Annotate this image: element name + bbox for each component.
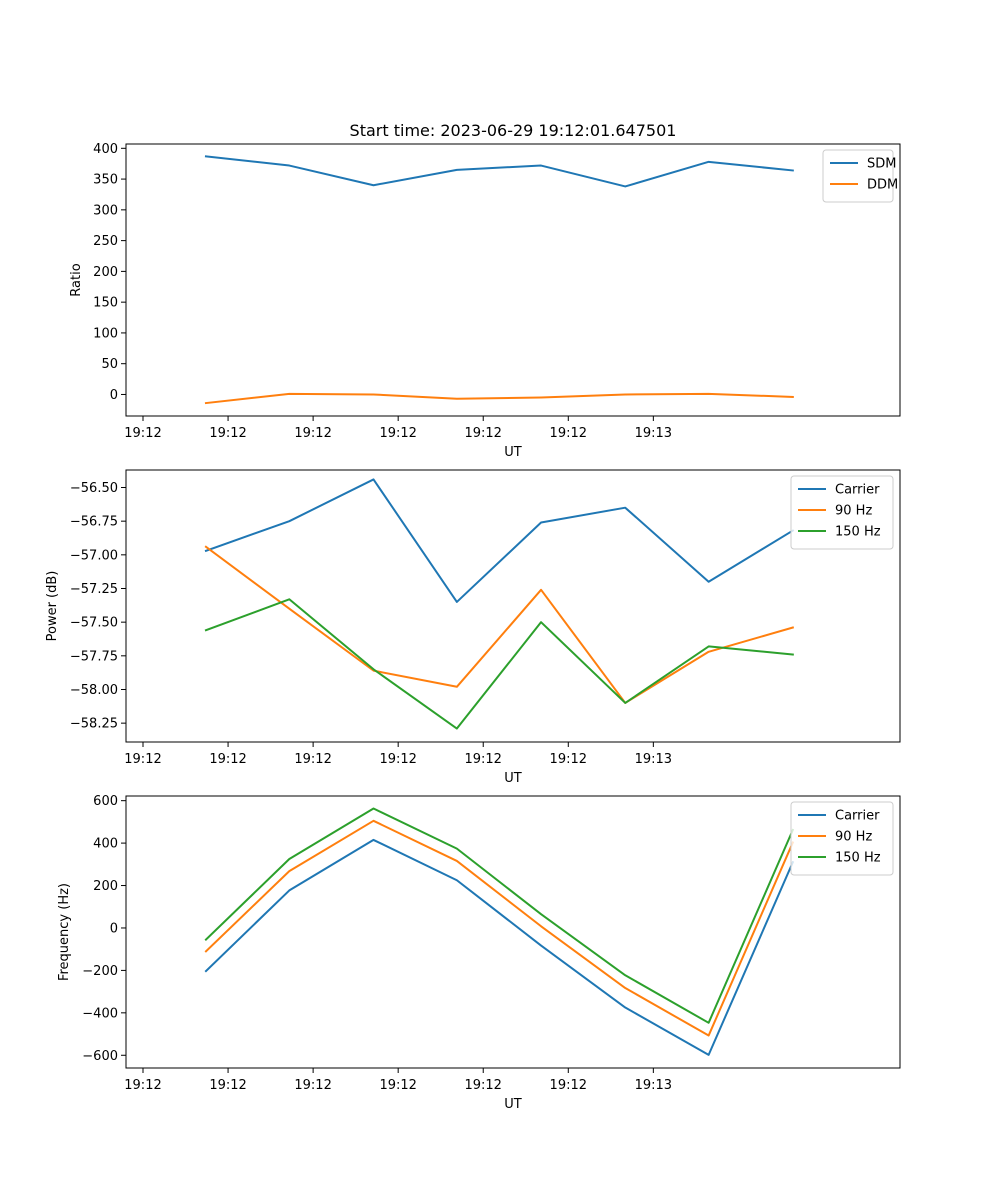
power-series-line-1	[204, 478, 795, 603]
power-y-axis-label: Power (dB)	[45, 571, 60, 642]
ratio-legend: SDM DDM	[822, 149, 898, 203]
power-x-tick-label: 19:12	[209, 752, 246, 767]
frequency-x-tick-label: 19:12	[124, 1078, 161, 1093]
power-legend-label: Carrier	[835, 483, 880, 498]
power-y-tick-label: −58.00	[70, 683, 118, 698]
power-x-axis-label: UT	[504, 771, 522, 786]
frequency-y-tick-label: 600	[93, 794, 118, 809]
frequency-legend-label: Carrier	[835, 809, 880, 824]
power-legend-label: 150 Hz	[835, 525, 881, 540]
frequency-x-tick-label: 19:12	[550, 1078, 587, 1093]
frequency-x-tick-label: 19:12	[464, 1078, 501, 1093]
frequency-legend: Carrier 90 Hz 150 Hz	[790, 801, 894, 876]
frequency-legend-label: 150 Hz	[835, 851, 881, 866]
ratio-y-tick-label: 400	[93, 142, 118, 157]
power-y-tick-label: −57.00	[70, 548, 118, 563]
power-y-tick-label: −57.75	[70, 649, 118, 664]
ratio-x-tick-label: 19:12	[294, 426, 331, 441]
ratio-legend-label: SDM	[867, 157, 896, 172]
ratio-y-axis-label: Ratio	[69, 263, 84, 296]
frequency-y-tick-label: 200	[93, 879, 118, 894]
ratio-x-tick-label: 19:13	[635, 426, 672, 441]
power-axes-frame	[125, 469, 901, 743]
ratio-series-line-1	[204, 155, 794, 188]
ratio-y-tick-label: 100	[93, 326, 118, 341]
frequency-y-tick-label: −200	[82, 964, 118, 979]
ratio-y-tick-label: 200	[93, 265, 118, 280]
power-x-tick-label: 19:13	[635, 752, 672, 767]
power-x-tick-label: 19:12	[124, 752, 161, 767]
power-x-tick-label: 19:12	[550, 752, 587, 767]
power-panel: 19:12 19:12 19:12 19:12 19:12 19:12 19:13 −58.2…	[45, 469, 901, 786]
ratio-legend-label: DDM	[867, 178, 898, 193]
ratio-y-tick-label: 300	[93, 203, 118, 218]
ratio-y-tick-label: 50	[101, 357, 118, 372]
frequency-x-axis-label: UT	[504, 1097, 522, 1112]
frequency-y-tick-label: −400	[82, 1006, 118, 1021]
ratio-x-tick-label: 19:12	[379, 426, 416, 441]
ratio-y-tick-label: 250	[93, 234, 118, 249]
frequency-series-line-1	[204, 838, 795, 1056]
ratio-y-tick-label: 150	[93, 296, 118, 311]
frequency-y-tick-label: −600	[82, 1049, 118, 1064]
power-legend: Carrier 90 Hz 150 Hz	[790, 475, 894, 550]
frequency-y-tick-label: 400	[93, 837, 118, 852]
frequency-legend-label: 90 Hz	[835, 830, 872, 845]
ratio-x-tick-label: 19:12	[550, 426, 587, 441]
power-y-tick-label: −58.25	[70, 717, 118, 732]
ratio-y-tick-label: 350	[93, 173, 118, 188]
ratio-x-axis-label: UT	[504, 445, 522, 460]
power-x-tick-label: 19:12	[379, 752, 416, 767]
frequency-x-tick-label: 19:12	[379, 1078, 416, 1093]
frequency-axes-frame	[125, 795, 901, 1069]
power-y-tick-label: −56.75	[70, 515, 118, 530]
frequency-panel: 19:12 19:12 19:12 19:12 19:12 19:12 19:13 −600 −…	[57, 794, 901, 1112]
power-series-line-2	[204, 545, 795, 704]
frequency-series-line-3	[204, 807, 795, 1024]
ratio-axes-frame	[125, 143, 901, 417]
frequency-y-tick-label: 0	[110, 921, 118, 936]
ratio-series-line-2	[204, 392, 794, 405]
ratio-x-tick-label: 19:12	[209, 426, 246, 441]
power-x-tick-label: 19:12	[464, 752, 501, 767]
power-x-tick-label: 19:12	[294, 752, 331, 767]
frequency-x-tick-label: 19:13	[635, 1078, 672, 1093]
ratio-y-tick-label: 0	[110, 388, 118, 403]
power-series-line-3	[204, 598, 794, 730]
frequency-series-line-2	[204, 819, 795, 1037]
frequency-x-tick-label: 19:12	[294, 1078, 331, 1093]
ratio-panel: 19:12 19:12 19:12 19:12 19:12 19:12 19:13 0 50 10…	[69, 142, 901, 460]
power-y-tick-label: −57.25	[70, 582, 118, 597]
ratio-x-tick-label: 19:12	[124, 426, 161, 441]
power-y-tick-label: −57.50	[70, 616, 118, 631]
power-legend-label: 90 Hz	[835, 504, 872, 519]
frequency-y-axis-label: Frequency (Hz)	[57, 883, 72, 981]
figure-title: Start time: 2023-06-29 19:12:01.647501	[350, 121, 677, 140]
power-y-tick-label: −56.50	[70, 481, 118, 496]
frequency-x-tick-label: 19:12	[209, 1078, 246, 1093]
ratio-x-tick-label: 19:12	[464, 426, 501, 441]
